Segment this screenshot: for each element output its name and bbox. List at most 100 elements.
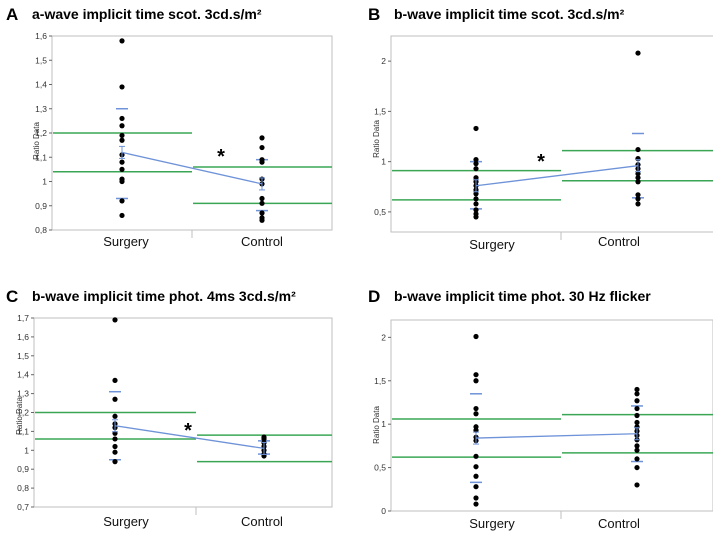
chart-c-plot-area: 0,7 0,8 0,9 1 1,1 1,2 1,3 1,4 1,5 1,6 1,7 [17, 313, 333, 515]
data-point [634, 398, 640, 404]
panel-letter-b: B [368, 5, 380, 24]
data-point [473, 473, 479, 479]
data-point [473, 191, 479, 197]
data-point [473, 427, 479, 433]
data-point [634, 412, 640, 419]
chart-c-title: b-wave implicit time phot. 4ms 3cd.s/m² [32, 288, 296, 304]
data-point [473, 372, 479, 378]
data-point [634, 443, 640, 449]
data-point [635, 146, 641, 153]
chart-c-significance: * [184, 420, 192, 442]
data-point [112, 443, 118, 450]
y-tick-label: 1,5 [17, 351, 29, 361]
chart-panel-c: C b-wave implicit time phot. 4ms 3cd.s/m… [0, 271, 356, 541]
chart-a-svg: A a-wave implicit time scot. 3cd.s/m² Ra… [6, 5, 333, 249]
data-point [119, 137, 125, 143]
y-tick-label: 1,7 [17, 313, 29, 323]
chart-b-plot-area: 0,5 1 1,5 2 [374, 35, 713, 240]
data-point [473, 161, 479, 167]
y-tick-label: 0,8 [35, 225, 47, 235]
data-point [473, 501, 479, 507]
data-point [635, 196, 641, 202]
chart-b-title: b-wave implicit time scot. 3cd.s/m² [394, 6, 625, 22]
data-point [635, 201, 641, 207]
data-point [259, 195, 265, 202]
y-tick-label: 1,3 [17, 389, 29, 399]
data-point [259, 159, 265, 165]
data-point [473, 196, 479, 202]
data-point [634, 456, 640, 462]
chart-d-svg: D b-wave implicit time phot. 30 Hz flick… [368, 287, 713, 531]
data-point [112, 436, 118, 442]
mean-connector-line [114, 425, 265, 450]
data-point [473, 484, 479, 490]
data-point [119, 159, 125, 165]
data-point [634, 419, 640, 426]
chart-panel-d: D b-wave implicit time phot. 30 Hz flick… [357, 271, 713, 541]
data-point [259, 200, 265, 206]
y-tick-label: 0,8 [17, 483, 29, 493]
data-point [259, 144, 265, 151]
panel-letter-c: C [6, 287, 18, 306]
mean-connector-line [475, 433, 638, 439]
data-point [473, 214, 479, 220]
data-point [119, 212, 125, 219]
plot-frame [390, 319, 713, 512]
y-tick-label: 0,9 [35, 201, 47, 211]
data-point [634, 482, 640, 488]
data-point [473, 495, 479, 501]
chart-d-plot-area: 0 0,5 1 1,5 2 [374, 319, 713, 519]
chart-a-category-control: Control [241, 234, 283, 249]
chart-d-title: b-wave implicit time phot. 30 Hz flicker [394, 288, 651, 304]
chart-b-category-surgery: Surgery [469, 237, 515, 252]
data-point [473, 333, 479, 340]
chart-a-plot-area: 0,8 0,9 1 1,1 1,2 1,3 1,4 1,5 1,6 [35, 31, 333, 238]
data-point [119, 198, 125, 204]
chart-d-ylabel: Ratio Data [372, 406, 381, 444]
chart-c-category-control: Control [241, 514, 283, 529]
y-tick-label: 1,1 [17, 426, 29, 436]
panel-letter-d: D [368, 287, 380, 306]
data-point [473, 453, 479, 459]
y-tick-label: 1,3 [35, 104, 47, 114]
data-point [634, 391, 640, 397]
y-tick-label: 1,6 [35, 31, 47, 41]
y-tick-label: 1,5 [35, 55, 47, 65]
data-point [473, 207, 479, 213]
y-tick-label: 1,1 [35, 152, 47, 162]
data-point [119, 123, 125, 129]
y-tick-label: 1,4 [35, 80, 47, 90]
data-point [119, 166, 125, 172]
data-point [473, 175, 479, 181]
data-point [473, 378, 479, 384]
data-point [473, 411, 479, 417]
y-tick-label: 1,2 [17, 408, 29, 418]
data-point [473, 464, 479, 470]
data-point [119, 38, 125, 44]
y-tick-label: 2 [381, 332, 386, 342]
data-point [112, 449, 118, 455]
mean-connector-line [475, 165, 639, 187]
data-point [112, 459, 118, 465]
data-point [635, 175, 641, 181]
data-point [112, 317, 118, 323]
data-point [119, 115, 125, 122]
y-tick-label: 1 [381, 419, 386, 429]
y-tick-label: 1,6 [17, 332, 29, 342]
chart-b-svg: B b-wave implicit time scot. 3cd.s/m² Ra… [368, 5, 713, 252]
y-tick-label: 1,5 [374, 106, 386, 116]
chart-c-svg: C b-wave implicit time phot. 4ms 3cd.s/m… [6, 287, 333, 529]
y-tick-label: 2 [381, 56, 386, 66]
plot-frame [390, 35, 713, 233]
data-point [634, 386, 640, 393]
data-point [119, 132, 125, 139]
chart-a-ylabel: Ratio Data [32, 122, 41, 160]
data-point [112, 413, 118, 419]
data-point [634, 464, 640, 471]
y-tick-label: 1 [24, 445, 29, 455]
y-tick-label: 1 [381, 157, 386, 167]
chart-a-significance: * [217, 146, 225, 168]
chart-b-ylabel: Ratio Data [372, 120, 381, 158]
y-tick-label: 1,4 [17, 370, 29, 380]
data-point [635, 50, 641, 56]
